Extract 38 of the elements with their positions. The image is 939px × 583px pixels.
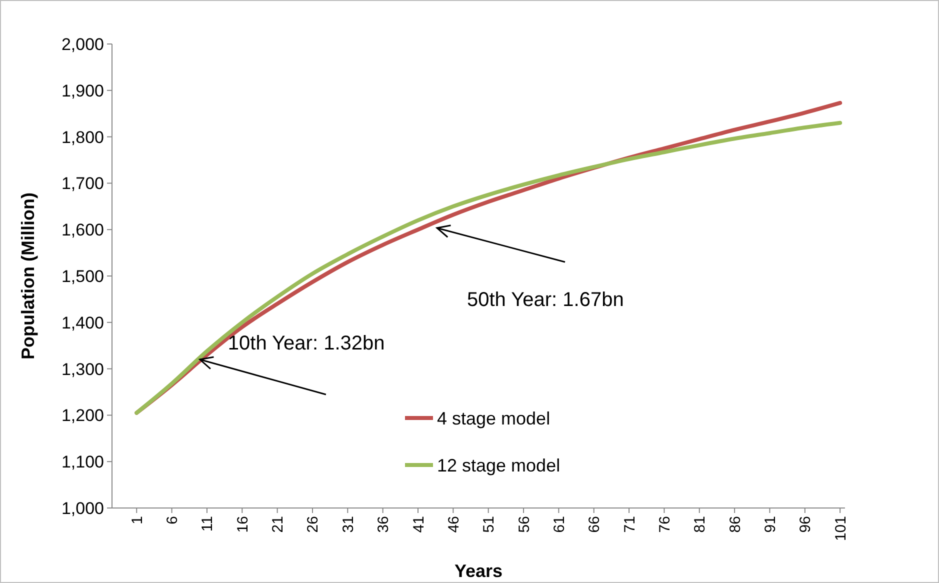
y-tick-label: 1,900 xyxy=(61,81,104,100)
y-tick-label: 1,400 xyxy=(61,313,104,332)
x-tick-label: 81 xyxy=(692,516,709,533)
legend-label: 12 stage model xyxy=(437,455,560,476)
x-tick-label: 6 xyxy=(164,516,182,524)
x-tick-label: 46 xyxy=(445,516,462,533)
y-tick-label: 1,800 xyxy=(61,128,104,147)
x-tick-label: 101 xyxy=(832,516,850,542)
x-tick-label: 16 xyxy=(234,516,252,533)
y-tick-label: 2,000 xyxy=(61,34,104,54)
y-tick-label: 1,000 xyxy=(61,498,104,518)
x-tick-label: 91 xyxy=(762,516,779,533)
annotation: 10th Year: 1.32bn xyxy=(228,332,385,355)
x-tick-label: 21 xyxy=(270,516,287,533)
y-tick-label: 1,700 xyxy=(61,174,104,194)
x-tick-label: 66 xyxy=(586,516,604,533)
x-tick-label: 56 xyxy=(516,516,533,533)
x-tick-label: 26 xyxy=(304,516,322,533)
y-tick-label: 1,500 xyxy=(61,266,104,286)
x-tick-label: 36 xyxy=(375,516,392,533)
y-tick-label: 1,200 xyxy=(61,406,104,426)
y-tick-label: 1,600 xyxy=(61,220,104,240)
y-axis-title: Population (Million) xyxy=(18,192,38,360)
x-axis-title: Years xyxy=(454,561,503,581)
legend-label: 4 stage model xyxy=(437,408,550,428)
x-tick-label: 71 xyxy=(621,516,638,533)
x-tick-label: 51 xyxy=(480,516,498,533)
x-tick-label: 61 xyxy=(550,516,568,533)
x-tick-label: 31 xyxy=(340,516,357,533)
annotation: 50th Year: 1.67bn xyxy=(467,289,624,311)
x-tick-label: 1 xyxy=(128,516,146,524)
x-tick-label: 11 xyxy=(199,516,216,532)
x-tick-label: 86 xyxy=(726,516,744,533)
x-tick-label: 41 xyxy=(410,516,428,533)
y-tick-label: 1,100 xyxy=(61,452,104,472)
y-tick-label: 1,300 xyxy=(61,360,104,379)
x-tick-label: 96 xyxy=(797,516,814,533)
x-tick-label: 76 xyxy=(656,516,674,533)
